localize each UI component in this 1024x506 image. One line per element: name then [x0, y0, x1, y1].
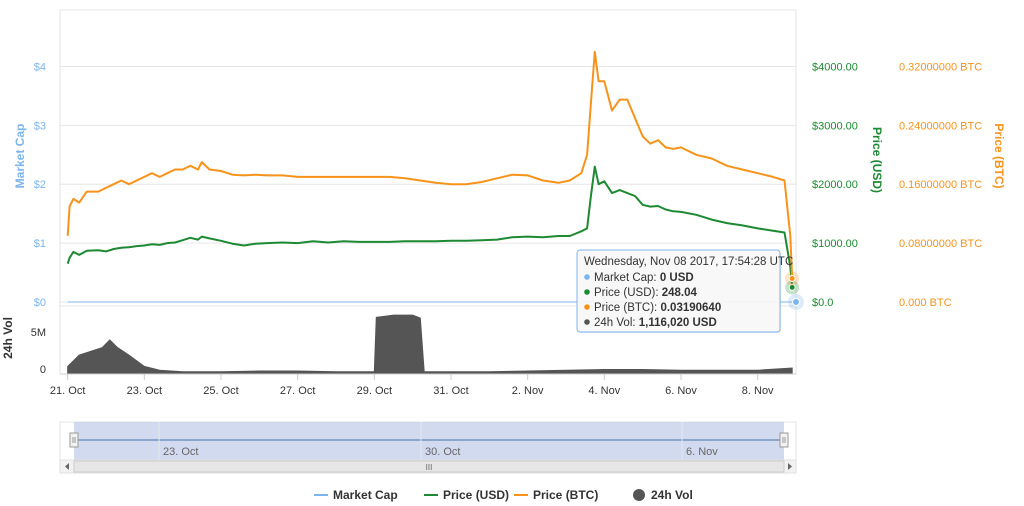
x-tick-label: 8. Nov [742, 385, 774, 397]
x-tick-label: 23. Oct [127, 385, 162, 397]
tooltip-row-label: Price (USD): [594, 287, 662, 299]
volume-tick: 0 [40, 364, 46, 376]
x-tick-label: 4. Nov [588, 385, 620, 397]
volume-axis-title: 24h Vol [1, 317, 15, 359]
price-btc-line [66, 50, 794, 279]
tooltip-row: Market Cap: 0 USD [594, 272, 694, 284]
market-cap-tick: $1 [34, 238, 46, 250]
legend-label: 24h Vol [651, 488, 693, 502]
price-btc-tick: 0.16000000 BTC [899, 179, 982, 191]
scrollbar-grip: III [426, 463, 433, 472]
price-usd-axis-title: Price (USD) [870, 127, 884, 193]
price-usd-tick: $1000.00 [812, 238, 858, 250]
market-cap-axis-title: Market Cap [13, 124, 27, 189]
price-btc-tick: 0.000 BTC [899, 297, 952, 309]
legend-circle-icon [633, 489, 645, 501]
price-btc-tick: 0.24000000 BTC [899, 120, 982, 132]
hover-point [788, 275, 796, 283]
legend-label: Price (USD) [443, 488, 509, 502]
tooltip: Wednesday, Nov 08 2017, 17:54:28 UTC Mark… [576, 249, 793, 333]
legend-label: Market Cap [333, 488, 398, 502]
navigator-handle[interactable] [69, 432, 79, 448]
navigator[interactable]: 23. Oct 30. Oct 6. Nov III [59, 421, 797, 474]
navigator-tick-label: 6. Nov [686, 446, 718, 458]
tooltip-row-label: Market Cap: [594, 272, 660, 284]
navigator-tick-label: 30. Oct [425, 446, 460, 458]
tooltip-bullet [584, 304, 590, 310]
tooltip-row: Price (USD): 248.04 [594, 287, 698, 299]
tooltip-row-label: 24h Vol: [594, 317, 639, 329]
legend-item[interactable]: Price (BTC) [514, 488, 598, 502]
price-btc-tick: 0.08000000 BTC [899, 238, 982, 250]
navigator-handle-body [779, 432, 789, 448]
legend-label: Price (BTC) [533, 488, 598, 502]
tooltip-row-value: 248.04 [662, 287, 698, 299]
tooltip-row: 24h Vol: 1,116,020 USD [594, 317, 717, 329]
axes: $0 $1 $2 $3 $4 $0.0 $1000.00 $2000.00 $3000.00 $4… [1, 61, 1006, 397]
volume-tick: 5M [31, 327, 46, 339]
volume-area [67, 314, 793, 375]
navigator-tick-label: 23. Oct [163, 446, 198, 458]
tooltip-row: Price (BTC): 0.03190640 [594, 302, 721, 314]
market-cap-tick: $2 [34, 179, 46, 191]
price-usd-tick: $4000.00 [812, 61, 858, 73]
x-tick-label: 2. Nov [512, 385, 544, 397]
scroll-left-arrow-icon [65, 463, 69, 470]
tooltip-row-label: Price (BTC): [594, 302, 660, 314]
legend-item[interactable]: 24h Vol [633, 488, 693, 502]
x-tick-label: 25. Oct [203, 385, 238, 397]
market-cap-tick: $4 [34, 61, 46, 73]
price-btc-tick: 0.32000000 BTC [899, 61, 982, 73]
volume-series [67, 314, 793, 375]
scrollbar-thumb [73, 460, 785, 473]
price-usd-line [66, 165, 794, 288]
navigator-handle-body [69, 432, 79, 448]
hover-point [792, 298, 800, 306]
tooltip-bullet [584, 319, 590, 325]
tooltip-bullet [584, 274, 590, 280]
market-cap-tick: $0 [34, 297, 46, 309]
hover-point [788, 283, 796, 291]
legend-item[interactable]: Price (USD) [424, 488, 509, 502]
x-tick-label: 6. Nov [665, 385, 697, 397]
price-usd-tick: $0.0 [812, 297, 833, 309]
navigator-handle[interactable] [779, 432, 789, 448]
price-usd-tick: $2000.00 [812, 179, 858, 191]
legend-item[interactable]: Market Cap [314, 488, 398, 502]
x-tick-label: 27. Oct [280, 385, 315, 397]
navigator-selection [74, 422, 784, 460]
price-usd-tick: $3000.00 [812, 120, 858, 132]
x-tick-label: 29. Oct [357, 385, 392, 397]
x-tick-label: 21. Oct [50, 385, 85, 397]
tooltip-row-value: 1,116,020 USD [639, 317, 717, 329]
tooltip-row-value: 0.03190640 [660, 302, 721, 314]
legend[interactable]: Market Cap Price (USD) Price (BTC) 24h Vol [314, 488, 693, 502]
x-tick-label: 31. Oct [433, 385, 468, 397]
scroll-right-arrow-icon [788, 463, 792, 470]
navigator-scrollbar[interactable]: III [59, 459, 797, 474]
market-cap-tick: $3 [34, 120, 46, 132]
tooltip-row-value: 0 USD [660, 272, 694, 284]
tooltip-box [576, 249, 781, 333]
tooltip-bullet [584, 289, 590, 295]
price-btc-axis-title: Price (BTC) [992, 123, 1006, 188]
tooltip-header: Wednesday, Nov 08 2017, 17:54:28 UTC [584, 256, 793, 268]
